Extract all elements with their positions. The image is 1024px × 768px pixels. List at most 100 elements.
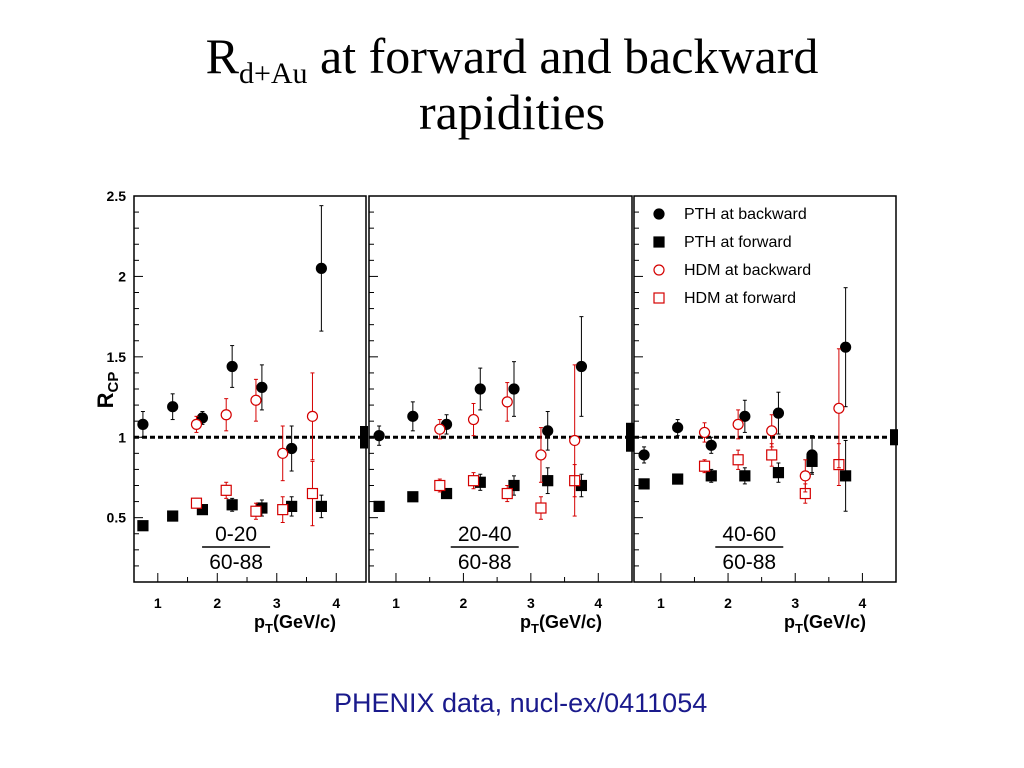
title-rest: at forward and backward xyxy=(307,28,819,84)
centrality-numerator: 0-20 xyxy=(215,523,257,546)
series-pth-back xyxy=(373,316,588,451)
data-point xyxy=(705,470,717,482)
x-tick-label: 4 xyxy=(332,595,340,611)
series-hdm-back xyxy=(434,364,581,517)
data-point xyxy=(226,360,238,373)
data-point xyxy=(799,470,811,482)
data-point xyxy=(638,449,650,461)
data-point xyxy=(672,422,684,434)
series-hdm-fwd xyxy=(698,443,845,504)
data-point xyxy=(407,410,419,422)
y-tick-label: 1 xyxy=(118,429,126,445)
data-point xyxy=(434,479,446,492)
data-point xyxy=(535,502,547,514)
data-point xyxy=(286,442,298,455)
data-point xyxy=(306,410,319,422)
y-tick-labels: 0.5 1 1.5 2 2.5 xyxy=(107,188,127,526)
data-point xyxy=(698,426,711,439)
y-tick-label: 2.5 xyxy=(107,188,127,204)
data-point xyxy=(806,449,818,461)
data-point xyxy=(672,473,684,485)
series-hdm-back xyxy=(190,372,319,482)
centrality-denominator: 60-88 xyxy=(458,551,512,574)
y-tick-label: 2 xyxy=(118,268,126,284)
data-point xyxy=(190,418,203,430)
data-point xyxy=(739,470,751,482)
series-pth-back xyxy=(137,205,327,472)
legend-marker-pth-fwd xyxy=(653,236,665,248)
data-point xyxy=(772,467,785,479)
centrality-denominator: 60-88 xyxy=(209,551,263,574)
data-point xyxy=(440,487,453,500)
title-line-1: Rd+Au at forward and backward xyxy=(0,28,1024,89)
data-point xyxy=(256,381,268,393)
data-point xyxy=(220,484,232,496)
data-point xyxy=(277,504,289,516)
data-point xyxy=(739,410,751,422)
data-point xyxy=(698,460,711,472)
data-point xyxy=(508,383,520,395)
centrality-numerator: 40-60 xyxy=(722,523,776,546)
data-point xyxy=(315,500,327,513)
slide-title: Rd+Au at forward and backward rapidities xyxy=(0,28,1024,140)
centrality-numerator: 20-40 xyxy=(458,523,512,546)
data-point xyxy=(190,497,203,509)
title-main: R xyxy=(205,28,239,84)
data-point xyxy=(535,449,547,461)
series-hdm-fwd xyxy=(190,460,319,527)
legend-label: PTH at forward xyxy=(684,234,792,251)
data-point xyxy=(840,341,852,353)
panel-1: 1 2 3 4pT(GeV/c) 0-20 60-88 xyxy=(133,195,368,636)
legend-marker-hdm-fwd xyxy=(653,292,665,304)
data-point xyxy=(732,454,744,466)
x-tick-label: 1 xyxy=(154,595,162,611)
x-tick-label: 1 xyxy=(392,595,400,611)
x-tick-label: 3 xyxy=(791,595,799,611)
data-point xyxy=(226,499,238,511)
data-point xyxy=(315,262,327,274)
x-tick-label: 4 xyxy=(594,595,602,611)
data-point xyxy=(474,383,486,395)
legend-label: HDM at forward xyxy=(684,290,796,307)
norm-uncertainty-box xyxy=(890,429,898,446)
panel-3: 1 2 3 4pT(GeV/c) 40-60 60-88 xyxy=(633,195,898,636)
data-point xyxy=(306,487,319,500)
norm-uncertainty-box xyxy=(360,425,368,449)
x-tick-label: 3 xyxy=(273,595,281,611)
title-subscript: d+Au xyxy=(238,57,308,90)
y-axis-label: RCP xyxy=(93,372,122,409)
data-point xyxy=(705,439,717,451)
x-axis-label: pT(GeV/c) xyxy=(254,612,336,636)
data-point xyxy=(501,487,513,500)
x-tick-label: 3 xyxy=(527,595,535,611)
data-point xyxy=(467,475,480,487)
data-point xyxy=(167,401,179,413)
data-point xyxy=(167,510,179,522)
data-point xyxy=(542,475,554,487)
x-axis-label: pT(GeV/c) xyxy=(784,612,866,636)
data-point xyxy=(137,418,149,430)
data-point xyxy=(220,409,232,421)
legend-marker-hdm-back xyxy=(653,264,665,276)
x-tick-label: 1 xyxy=(657,595,665,611)
x-tick-label: 2 xyxy=(724,595,732,611)
legend-label: PTH at backward xyxy=(684,206,807,223)
data-point xyxy=(840,470,852,482)
x-tick-label: 2 xyxy=(460,595,468,611)
data-point xyxy=(137,520,149,532)
series-pth-fwd xyxy=(638,439,852,512)
data-point xyxy=(542,425,554,437)
legend: PTH at backward PTH at forward HDM at back… xyxy=(653,206,811,307)
data-point xyxy=(407,491,419,503)
series-pth-fwd xyxy=(137,494,327,532)
credit-text: PHENIX data, nucl-ex/0411054 xyxy=(334,688,708,718)
data-point xyxy=(250,394,262,406)
data-point xyxy=(772,407,785,419)
data-point xyxy=(569,434,581,447)
data-point xyxy=(501,396,513,408)
centrality-denominator: 60-88 xyxy=(722,551,776,574)
data-point xyxy=(766,425,778,437)
data-point xyxy=(833,402,845,414)
data-point xyxy=(575,360,588,373)
